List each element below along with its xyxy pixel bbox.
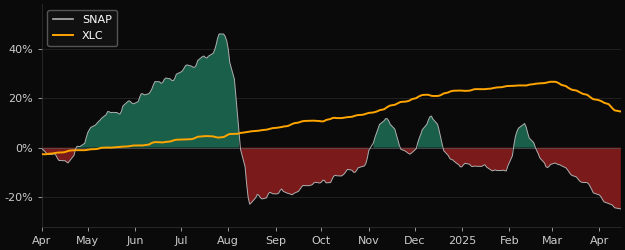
Legend: SNAP, XLC: SNAP, XLC bbox=[48, 10, 118, 46]
